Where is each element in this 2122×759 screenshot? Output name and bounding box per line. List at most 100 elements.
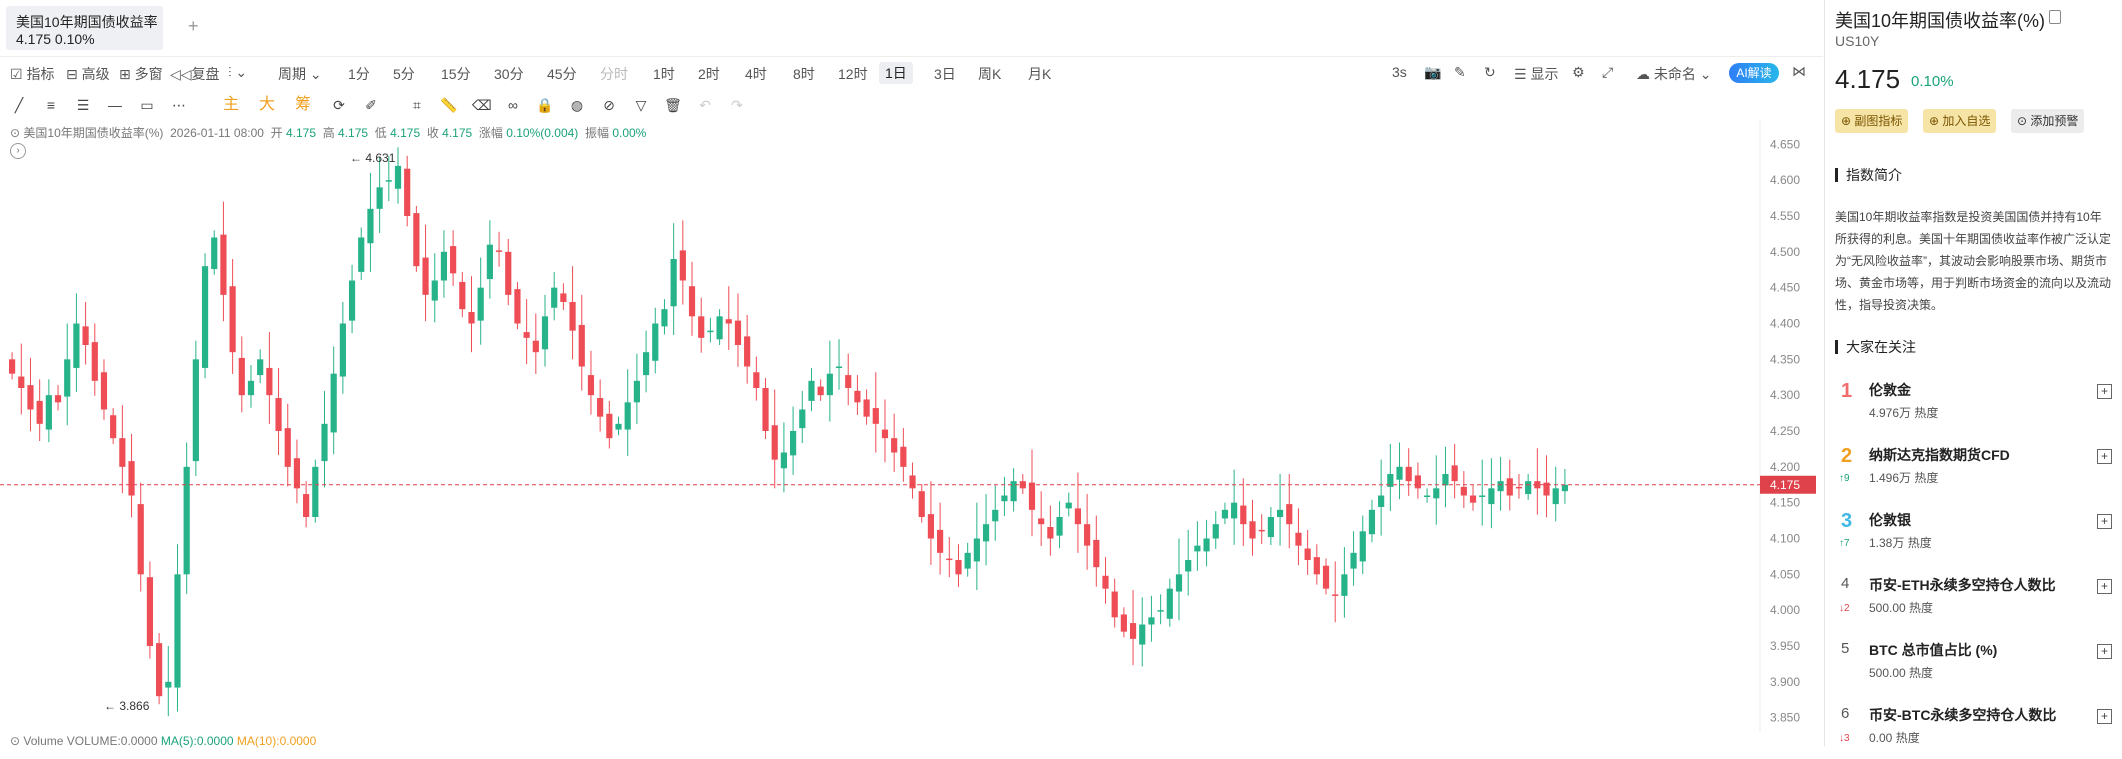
edit-icon[interactable]: ✎ — [1454, 64, 1466, 80]
add-icon[interactable]: + — [2097, 514, 2112, 529]
interval-0[interactable]: 1分 — [348, 66, 370, 82]
interval-13[interactable]: 周K — [978, 66, 1002, 82]
copy-icon[interactable] — [2049, 10, 2061, 24]
brush-icon[interactable]: ✐ — [365, 97, 377, 113]
candle-body — [229, 286, 236, 353]
refresh-interval[interactable]: 3s — [1392, 64, 1407, 80]
candle-body — [1488, 488, 1495, 505]
chip-tool[interactable]: 筹 — [294, 96, 311, 113]
hline-tool-icon[interactable]: ≡ — [46, 97, 56, 113]
add-icon[interactable]: + — [2097, 709, 2112, 724]
link-icon[interactable]: ⊘ — [603, 97, 615, 113]
expand-indicators-icon[interactable]: › — [10, 143, 26, 159]
chart-type-button[interactable]: ⫶ ⌄ — [228, 64, 248, 80]
collapse-icon[interactable]: ⊙ — [10, 126, 21, 140]
max-price-label: ← 4.631 — [350, 151, 396, 165]
add-icon[interactable]: + — [2097, 579, 2112, 594]
popular-item[interactable]: 1 伦敦金 4.976万 热度 + — [1825, 372, 2122, 434]
settings-icon[interactable]: ⚙ — [1572, 64, 1585, 80]
tab-us10y[interactable]: 美国10年期国债收益率 4.175 0.10% — [6, 6, 163, 50]
more-tools-icon[interactable]: ⋯ — [172, 97, 186, 113]
interval-1[interactable]: 5分 — [393, 66, 415, 82]
advanced-button[interactable]: ⊟ 高级 — [66, 66, 110, 82]
candle-body — [257, 359, 264, 376]
rect-tool-icon[interactable]: ▭ — [140, 97, 154, 113]
hide-icon[interactable]: ◍ — [570, 97, 584, 113]
add-icon[interactable]: + — [2097, 644, 2112, 659]
eraser-icon[interactable]: ⌫ — [472, 97, 492, 113]
popular-delta: ↓2 — [1839, 603, 1850, 614]
sync-icon[interactable]: ⟳ — [333, 97, 345, 113]
candle-body — [973, 538, 980, 562]
interval-2[interactable]: 15分 — [441, 66, 471, 82]
candle-body — [799, 409, 806, 429]
interval-12[interactable]: 3日 — [934, 66, 956, 82]
add-alert-button[interactable]: ⊙ 添加预警 — [2011, 109, 2085, 133]
popular-item[interactable]: 6 ↓3 币安-BTC永续多空持仓人数比 0.00 热度 + — [1825, 697, 2122, 759]
line-tool-icon[interactable]: ╱ — [14, 97, 24, 113]
delete-icon[interactable]: 🗑 — [664, 97, 682, 113]
interval-11[interactable]: 1日 — [879, 62, 913, 84]
popular-item[interactable]: 3 ↑7 伦敦银 1.38万 热度 + — [1825, 502, 2122, 564]
candle-body — [413, 213, 420, 267]
tab-title: 美国10年期国债收益率 — [16, 14, 158, 30]
share-icon[interactable]: ⋈ — [1792, 63, 1806, 79]
candle-body — [312, 466, 319, 517]
candle-body — [1359, 531, 1366, 562]
candle-body — [18, 376, 25, 388]
fullscreen-icon[interactable]: ⤢ — [1602, 64, 1614, 80]
filter-icon[interactable]: ▽ — [635, 97, 647, 113]
redo-icon[interactable]: ↷ — [731, 97, 743, 113]
candle-body — [201, 266, 209, 368]
display-button[interactable]: ☰ 显示 — [1514, 66, 1559, 82]
popular-item[interactable]: 5 BTC 总市值占比 (%) 500.00 热度 + — [1825, 632, 2122, 694]
candle-body — [679, 250, 686, 281]
popular-heat: 500.00 热度 — [1869, 601, 1934, 615]
candle-body — [1525, 481, 1532, 495]
interval-9[interactable]: 8时 — [793, 66, 815, 82]
interval-6[interactable]: 1时 — [653, 66, 675, 82]
interval-3[interactable]: 30分 — [494, 66, 524, 82]
interval-14[interactable]: 月K — [1028, 66, 1052, 82]
add-icon[interactable]: + — [2097, 449, 2112, 464]
popular-item[interactable]: 4 ↓2 币安-ETH永续多空持仓人数比 500.00 热度 + — [1825, 567, 2122, 629]
candle-body — [119, 438, 126, 467]
ray-tool-icon[interactable]: — — [108, 97, 122, 113]
popular-item[interactable]: 2 ↑9 纳斯达克指数期货CFD 1.496万 热度 + — [1825, 437, 2122, 499]
magnet-icon[interactable]: ∞ — [508, 97, 518, 113]
period-dropdown[interactable]: 周期 ⌄ — [278, 66, 322, 82]
add-tab-button[interactable]: + — [188, 16, 199, 36]
candle-body — [1341, 574, 1348, 596]
candle-body — [707, 330, 714, 333]
collapse-icon[interactable]: ⊙ — [10, 734, 21, 748]
interval-8[interactable]: 4时 — [745, 66, 767, 82]
parallel-tool-icon[interactable]: ☰ — [76, 97, 90, 113]
undo-icon[interactable]: ↶ — [699, 97, 711, 113]
camera-icon[interactable]: 📷 — [1424, 64, 1442, 80]
candle-body — [1102, 575, 1109, 589]
candle-body — [1194, 545, 1201, 552]
candle-icon: ⫶ — [228, 64, 232, 80]
candlestick-chart[interactable]: 4.650 4.600 4.550 4.500 4.450 4.400 4.350 4.300… — [0, 120, 1823, 732]
interval-10[interactable]: 12时 — [838, 66, 868, 82]
candle-body — [964, 552, 971, 569]
lock-icon[interactable]: 🔒 — [536, 97, 554, 113]
layout-dropdown[interactable]: ☁ 未命名 ⌄ — [1636, 66, 1712, 82]
candle-body — [725, 319, 732, 324]
add-watchlist-button[interactable]: ⊕ 加入自选 — [1923, 109, 1997, 133]
big-tool[interactable]: 大 — [258, 96, 275, 113]
add-icon[interactable]: + — [2097, 384, 2112, 399]
sub-indicator-button[interactable]: ⊕ 副图指标 — [1835, 109, 1909, 133]
main-tool[interactable]: 主 — [222, 96, 239, 113]
interval-4[interactable]: 45分 — [547, 66, 577, 82]
ai-interpret-button[interactable]: AI解读 — [1729, 63, 1779, 83]
multi-window-button[interactable]: ⊞ 多窗 — [119, 66, 163, 82]
interval-7[interactable]: 2时 — [698, 66, 720, 82]
ruler-icon[interactable]: 📏 — [440, 97, 458, 113]
candle-body — [284, 428, 291, 467]
replay-icon[interactable]: ↻ — [1484, 64, 1496, 80]
interval-5[interactable]: 分时 — [600, 66, 628, 82]
crop-icon[interactable]: ⌗ — [413, 97, 421, 113]
replay-button[interactable]: ◁◁复盘 — [170, 66, 220, 82]
indicator-button[interactable]: ☑ 指标 — [10, 66, 55, 82]
